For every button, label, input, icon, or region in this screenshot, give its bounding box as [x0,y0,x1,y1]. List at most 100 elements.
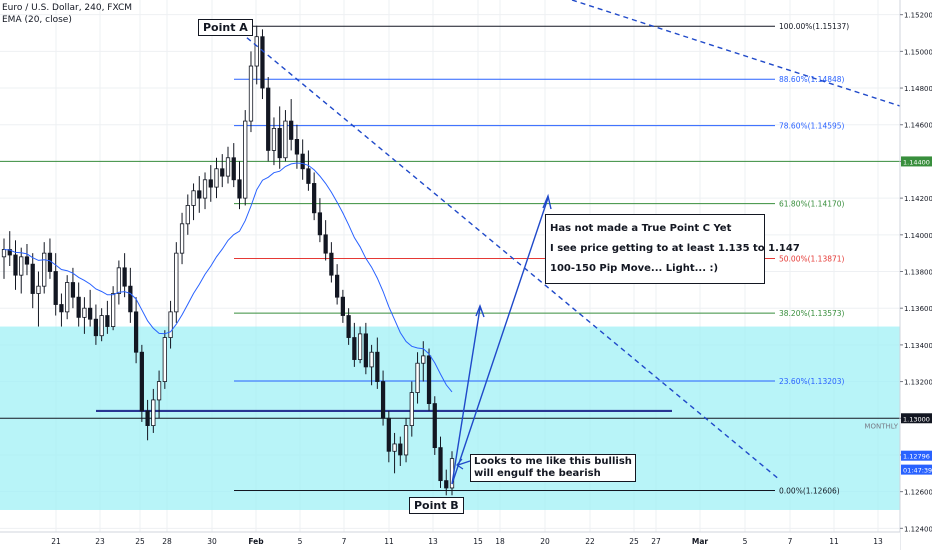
bullish-candle [116,267,121,294]
time-tick-label: 18 [495,537,505,546]
bearish-candle [317,212,323,236]
bullish-candle [1,249,7,258]
fib-level-label: 88.60%(1.14848) [779,75,845,84]
time-tick-label: 21 [51,537,61,546]
callout-line: Looks to me like this bullish [474,456,632,467]
indicator-title[interactable]: EMA (20, close) [2,15,72,25]
bearish-candle [139,351,144,412]
bullish-candle [185,205,190,225]
point-b-text: Point B [414,499,459,512]
time-tick-label: 5 [298,537,303,546]
bullish-candle [415,362,420,393]
bearish-candle [380,381,386,419]
bearish-candle [7,249,12,256]
bearish-candle [363,333,368,368]
price-tick-label: 1.14000 [904,232,932,240]
bearish-candle [208,179,213,188]
projection-arrow-long[interactable] [451,197,549,485]
analysis-callout[interactable]: Has not made a True Point C Yet I see pr… [545,214,800,284]
price-tick-label: 1.13400 [904,342,932,350]
bearish-candle [432,403,437,449]
point-b-label[interactable]: Point B [409,497,464,514]
time-tick-label: 25 [629,537,639,546]
point-a-label[interactable]: Point A [198,19,253,36]
bearish-candle [277,128,282,159]
bullish-candle [202,179,208,199]
time-tick-label: 7 [788,537,793,546]
bearish-candle [306,168,311,184]
bullish-candle [369,351,374,368]
time-axis[interactable]: 21 23 25 28 30 Feb 5 7 11 13 15 18 20 22 25 27 Mar 5 7 11 13 [0,531,900,550]
projection-arrow-short[interactable] [451,307,481,485]
time-tick-label: 28 [162,537,172,546]
bearish-candle [260,36,265,89]
fibonacci-retracement[interactable]: 100.00%(1.15137) 88.60%(1.14848) 78.60%(1.… [234,22,849,496]
bearish-candle [335,274,340,298]
price-tag-background [901,156,932,167]
time-tick-label: 20 [540,537,550,546]
time-tick-label: 15 [473,537,483,546]
bullish-candle [191,190,196,206]
time-tick-label: 27 [651,537,661,546]
bearish-candle [128,285,133,313]
bullish-candle [243,120,248,199]
time-tick-label: 13 [428,537,438,546]
fib-level-label: 0.00%(1.12606) [779,487,840,496]
bearish-candle [352,337,357,360]
bearish-candle [294,139,300,155]
ema-line [3,162,453,393]
bearish-candle [266,87,271,151]
point-a-text: Point A [203,21,248,34]
bearish-candle [145,410,150,426]
bullish-candle [111,293,116,327]
price-tick-label: 1.15200 [904,12,932,20]
bearish-candle [300,153,305,170]
arrowhead [542,193,552,210]
time-tick-label: 30 [207,537,217,546]
price-tick-label: 1.12600 [904,489,932,497]
bearish-candle [93,318,99,337]
bearish-candle [329,252,334,276]
bullish-candle [168,311,173,338]
time-tick-label: 22 [585,537,595,546]
callout-line: Has not made a True Point C Yet [550,223,732,234]
bullish-candle [19,256,24,276]
price-tag-background [901,413,932,424]
bullish-candle [162,337,167,382]
price-tick-label: 1.12400 [904,525,932,533]
time-tick-label: 5 [743,537,748,546]
price-tick-label: 1.13600 [904,305,932,313]
bearish-candle [346,315,351,338]
bearish-candle [444,480,449,489]
bullish-candle [421,355,426,364]
dashed-trendline-upper[interactable] [571,0,901,107]
bullish-candle [283,120,288,159]
bearish-candle [323,234,328,254]
price-tag-label: 01:47:39 [903,467,932,475]
bearish-candle [426,355,432,404]
callout-line: 100-150 Pip Move... Light... :) [550,263,719,274]
bearish-candle [438,447,443,482]
symbol-title[interactable]: Euro / U.S. Dollar, 240, FXCM [2,3,133,13]
bearish-candle [76,296,81,318]
bearish-candle [24,256,30,265]
price-tag-label: 1.12796 [903,453,930,461]
bullish-candle [357,333,363,360]
time-tick-label: 11 [829,537,839,546]
fib-level-label: 61.80%(1.14170) [779,200,845,209]
bullish-candle [99,315,104,337]
bearish-candle [340,296,345,316]
bullish-candle [214,168,219,188]
trend-drawings[interactable] [239,0,901,485]
price-tick-label: 1.14200 [904,195,932,203]
bullish-candle [156,381,162,401]
price-tick-label: 1.13800 [904,269,932,277]
fib-level-label: 23.60%(1.13203) [779,377,845,386]
bullish-candle [403,425,409,456]
bullish-candle [392,443,397,452]
engulfing-callout[interactable]: Looks to me like this bullish will engul… [470,454,636,482]
bullish-candle [271,128,277,151]
time-tick-label: 23 [95,537,105,546]
